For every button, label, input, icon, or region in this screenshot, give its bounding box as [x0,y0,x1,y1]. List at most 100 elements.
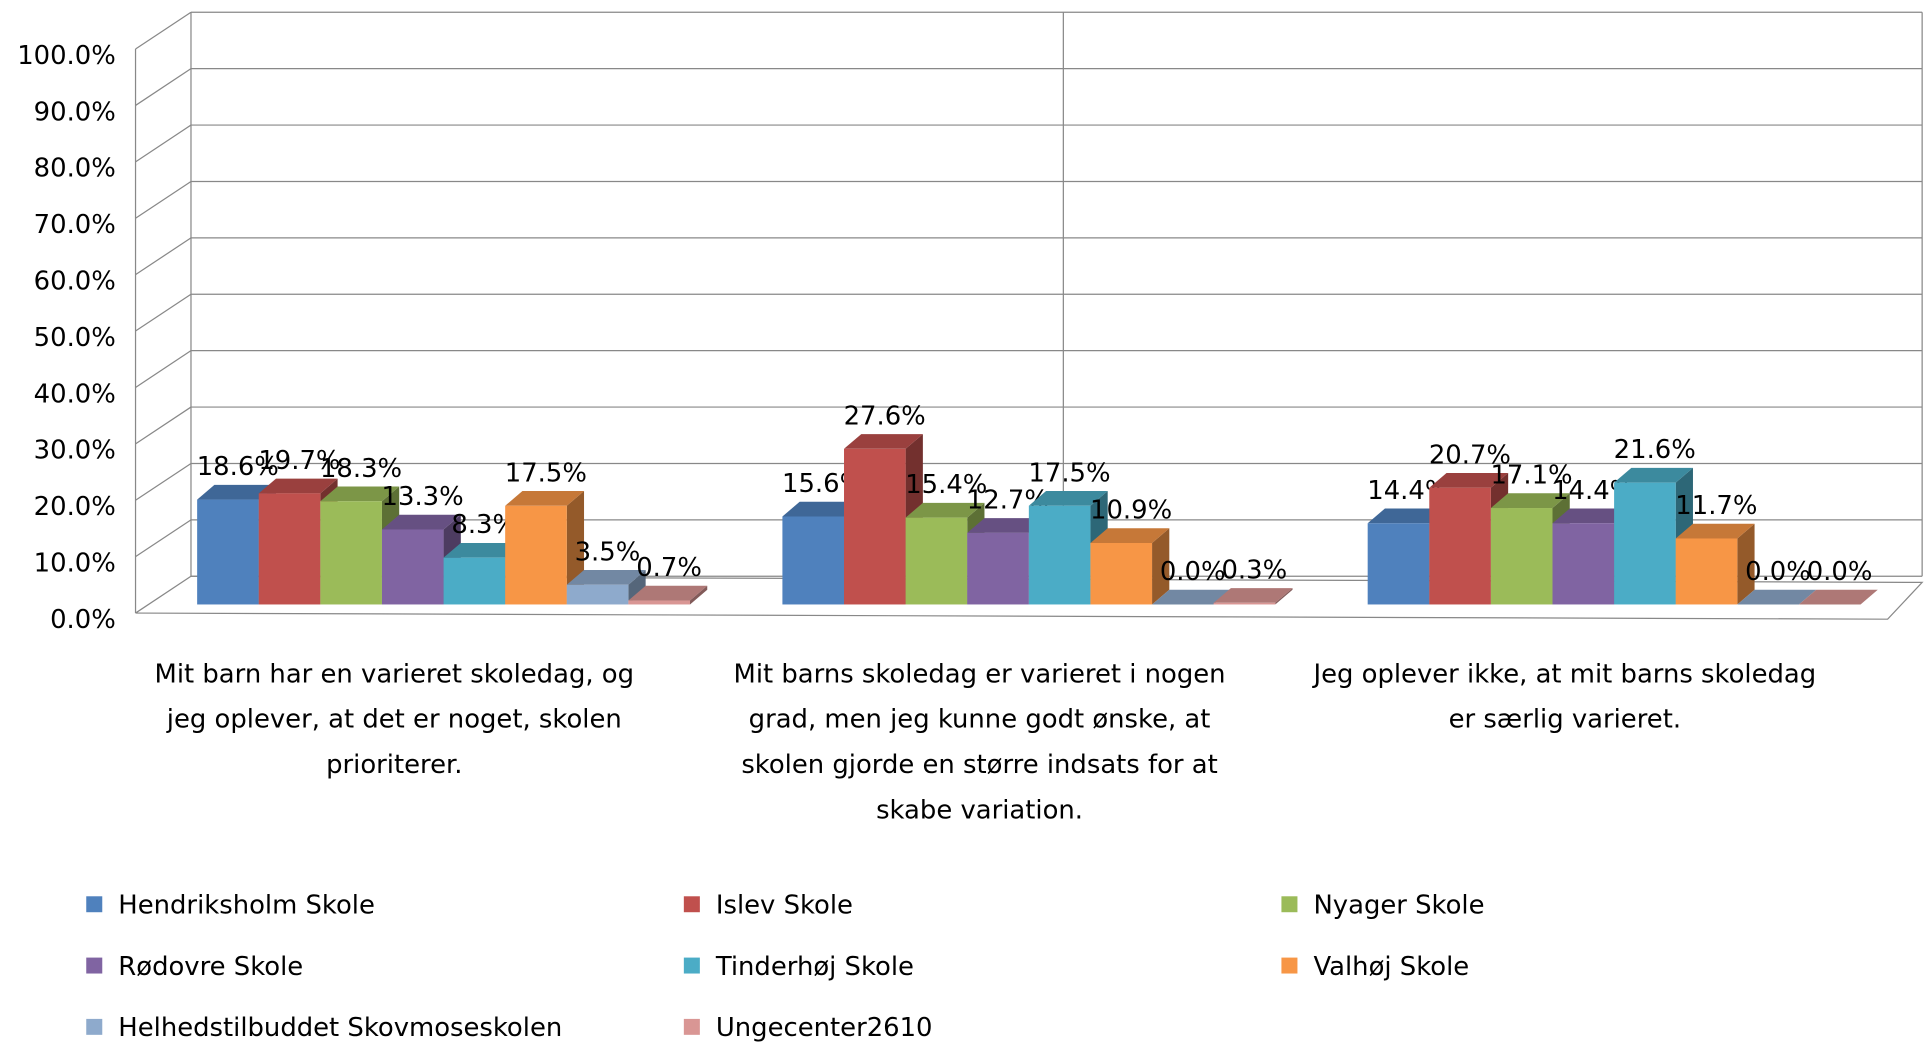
value-label: 0.0% [1807,557,1873,587]
bar-front [782,516,845,605]
y-tick-label: 20.0% [34,492,116,522]
y-tick-label: 0.0% [50,605,116,635]
value-label: 0.0% [1160,557,1226,587]
x-tick-line: Mit barn har en varieret skoledag, og [155,659,635,689]
bar-top [967,518,1047,533]
value-label: 3.5% [575,537,641,567]
bar-top [1614,467,1693,483]
value-label: 20.7% [1429,440,1511,470]
bar-top [1490,493,1570,509]
bar-top [1090,528,1170,543]
legend-swatch [683,1018,700,1035]
bar-top [844,434,923,449]
bar-side [1275,588,1293,605]
legend-swatch [1281,896,1298,913]
bar-front [197,499,259,605]
grid-line [135,406,192,445]
bar-top [566,570,646,585]
value-label: 18.6% [197,452,279,482]
grid-line [135,462,192,501]
bar-top [443,542,523,558]
bar-top [1429,473,1509,488]
bar-front [967,532,1029,605]
value-label: 17.1% [1490,461,1572,491]
bar-side [628,570,646,605]
legend-label: Nyager Skole [1313,891,1484,921]
bar-top [782,501,862,517]
bar [628,585,708,605]
value-label: 13.3% [382,482,464,512]
bar [1737,589,1817,605]
legend-label: Rødovre Skole [118,952,303,982]
y-tick-label: 100.0% [17,41,116,71]
bar-top [197,484,276,500]
bar-top [1152,589,1231,605]
bar-top [905,502,985,518]
legend-swatch [683,896,700,913]
x-tick-label: Mit barn har en varieret skoledag, og jeg… [155,659,635,780]
value-label: 17.5% [505,458,587,488]
bar-top [628,585,708,601]
legend-swatch [86,896,103,913]
bar-top [381,514,461,530]
x-tick-label: Jeg oplever ikke, at mit barns skoledag e… [1311,659,1816,734]
bar [1090,528,1170,605]
bar-front [1490,508,1553,605]
bar-side [1152,528,1170,605]
legend-label: Ungecenter2610 [716,1013,933,1043]
y-tick-label: 80.0% [34,154,116,184]
bar-front [1367,523,1430,605]
bar-front [1429,487,1491,605]
legend-swatch [86,957,103,974]
legend-swatch [86,1018,103,1035]
y-tick-label: 50.0% [34,323,116,353]
bar [1152,589,1231,605]
legend-label: Islev Skole [716,891,853,921]
y-tick-label: 90.0% [34,97,116,127]
bar-side [690,585,708,605]
legend-swatch [1281,957,1298,974]
x-tick-line: er særlig varieret. [1449,704,1681,734]
bar-top [1675,523,1755,539]
y-tick-label: 30.0% [34,436,116,466]
legend-label: Tinderhøj Skole [715,952,914,982]
legend-swatch [683,957,700,974]
value-label: 10.9% [1090,496,1172,526]
grid-line [135,575,192,614]
bar-front [258,493,321,605]
bar-top [1737,589,1817,605]
x-tick-line: Jeg oplever ikke, at mit barns skoledag [1311,659,1816,689]
bar-top [1798,589,1878,605]
value-label: 0.7% [636,553,702,583]
bar-front [1090,542,1153,605]
grid-line [135,293,192,332]
grid-line [135,350,192,388]
value-label: 21.6% [1614,435,1696,465]
value-label: 27.6% [844,401,926,431]
x-tick-line: skabe variation. [876,795,1083,825]
bar-front [505,505,567,605]
bar-top [1028,491,1108,506]
grid-line [135,237,192,276]
y-tick-label: 70.0% [34,210,116,240]
bar-front [628,600,690,605]
x-tick-line: prioriterer. [326,750,462,780]
bar-front [1028,505,1091,605]
bar-side [1737,523,1755,605]
bar [1798,589,1878,605]
legend-label: Valhøj Skole [1313,952,1469,982]
grid-line [135,124,192,163]
bar-top [258,478,338,494]
bar [1675,523,1755,605]
value-label: 0.0% [1745,557,1811,587]
bar-top [505,491,585,506]
x-tick-line: jeg oplever, at det er noget, skolen [166,704,622,734]
bar-front [844,448,906,605]
bar-front [1552,523,1615,605]
bar-front [381,529,444,605]
bar [1213,588,1293,605]
bar-front [1675,538,1738,605]
value-label: 18.3% [320,454,402,484]
bar-top [1213,588,1293,603]
